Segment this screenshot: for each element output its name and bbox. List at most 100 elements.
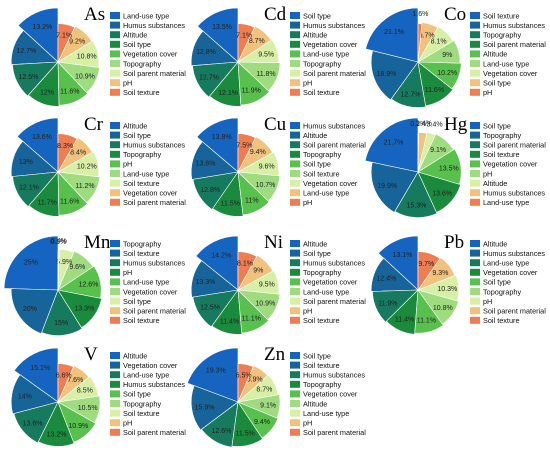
legend-entry: Soil type — [483, 121, 511, 130]
chart-title: Cd — [264, 4, 287, 25]
legend-entry: Vegetation cover — [303, 179, 358, 188]
pie-cu: 13.8% 13.8% 12.8%11.5% 11% 10.7% 9.6% 9.4%7.5%… — [190, 114, 366, 217]
slice-label: 9.4% — [254, 419, 270, 426]
legend-swatch — [110, 259, 120, 267]
legend-swatch — [110, 288, 120, 295]
legend-entry: pH — [483, 88, 492, 97]
legend-swatch — [110, 361, 120, 369]
slice-label: 12.4% — [376, 276, 396, 283]
pie-slice — [57, 395, 101, 424]
slice-label: 13.5% — [212, 24, 232, 31]
legend-entry: pH — [123, 268, 132, 277]
slice-label: 10.8% — [77, 54, 97, 61]
pie-slice — [417, 61, 454, 107]
slice-label: 8.1% — [237, 261, 253, 268]
legend-swatch — [290, 131, 300, 139]
legend-entry: Altitude — [483, 179, 507, 188]
slice-label: 11.1% — [242, 316, 261, 323]
slice-label: 10.8% — [433, 305, 453, 312]
pie-slice — [196, 117, 239, 173]
pie-slice — [237, 151, 280, 177]
legend-entry: Humus substances — [123, 259, 185, 268]
legend-entry: Soil parent material — [123, 307, 186, 316]
legend-swatch — [470, 50, 480, 58]
pie-slice — [57, 133, 78, 174]
legend-swatch — [470, 122, 480, 129]
legend-entry: Land-use type — [303, 50, 349, 59]
slice-label: 12% — [40, 90, 54, 97]
legend-entry: Vegetation cover — [123, 50, 178, 59]
chart-title: V — [84, 344, 98, 365]
pie-slice — [10, 140, 59, 177]
pie-slice — [237, 363, 254, 403]
legend-swatch — [110, 307, 120, 315]
legend-entry: Soil parent material — [303, 69, 366, 78]
legend-swatch — [290, 79, 300, 87]
pie-slice — [237, 23, 255, 63]
slice-label: 13.1% — [392, 252, 412, 259]
pie-slice — [57, 25, 93, 63]
legend-swatch — [290, 50, 300, 58]
legend-swatch — [470, 21, 480, 29]
legend-swatch — [110, 278, 120, 286]
legend-entry: Vegetation cover — [123, 189, 178, 198]
legend-entry: Soil parent material — [123, 69, 186, 78]
legend-entry: Soil type — [123, 40, 151, 49]
slice-label: 12.6% — [211, 428, 231, 435]
pie-slice — [57, 248, 75, 291]
pie-slice — [57, 365, 90, 403]
legend-entry: Humus substances — [303, 121, 365, 130]
legend-entry: Vegetation cover — [483, 268, 538, 277]
slice-label: 13% — [19, 159, 33, 166]
pie-slice — [231, 401, 264, 447]
legend-entry: Humus substances — [303, 21, 365, 30]
slice-label: 15% — [54, 320, 68, 327]
slice-label: 11.6% — [60, 88, 79, 95]
legend-swatch — [470, 160, 480, 168]
slice-label: 20% — [23, 306, 37, 313]
slice-label: 11.9% — [378, 300, 397, 307]
legend-swatch — [110, 122, 120, 129]
pie-slice — [370, 161, 419, 213]
slice-label: 11.5% — [236, 431, 255, 438]
slice-label: 12.7% — [401, 92, 421, 99]
legend-swatch — [110, 240, 120, 247]
pie-hg: 21.7% 19.9% 15.3% 13.6% 13.5% 9.1% 3.4%3.4%0.2… — [364, 114, 546, 218]
slice-label: 8.7% — [256, 387, 272, 394]
slice-label: 6.5% — [236, 372, 252, 379]
legend-entry: Humus substances — [483, 189, 545, 198]
slice-label: 11.1% — [417, 317, 436, 324]
legend-entry: Soil parent material — [483, 141, 546, 150]
pie-slice — [28, 171, 60, 217]
pie-slice — [56, 375, 99, 403]
pie-slice — [237, 374, 279, 403]
legend-entry: Land-use type — [483, 198, 529, 207]
legend-entry: Topography — [123, 150, 161, 159]
slice-label: 9.1% — [430, 147, 446, 154]
pie-slice — [414, 289, 444, 334]
pie-slice — [57, 137, 93, 173]
slice-label: 1.6% — [412, 11, 428, 18]
legend-entry: Soil parent material — [123, 198, 186, 207]
pie-slice — [37, 401, 75, 447]
slice-label: 11.4% — [395, 317, 414, 324]
legend-entry: Soil texture — [123, 409, 160, 418]
legend-entry: Soil parent material — [483, 40, 546, 49]
slice-label: 9.6% — [69, 264, 85, 271]
pie-slice — [417, 148, 462, 185]
pie-slice — [237, 136, 273, 173]
legend-swatch — [110, 12, 120, 19]
legend-entry: Altitude — [123, 351, 147, 360]
legend-swatch — [470, 278, 480, 286]
slice-label: 9.2% — [69, 38, 85, 45]
pie-slice — [385, 289, 419, 335]
slice-label: 7.1% — [236, 33, 252, 40]
legend-swatch — [290, 122, 300, 129]
legend-swatch — [110, 428, 120, 436]
chart-title: Hg — [444, 114, 468, 135]
legend-swatch — [290, 249, 300, 257]
legend-swatch — [110, 79, 120, 87]
slice-label: 21.7% — [384, 139, 404, 146]
legend-swatch — [290, 31, 300, 39]
pie-slice — [192, 61, 239, 98]
